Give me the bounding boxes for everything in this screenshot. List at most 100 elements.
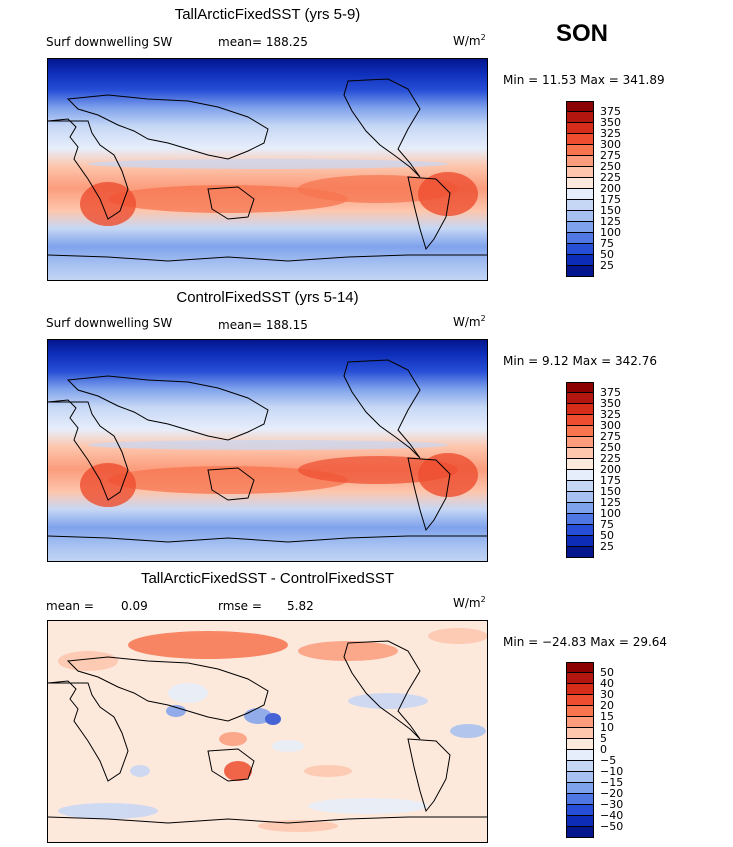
- panel3-mean-label: mean =: [46, 599, 94, 613]
- colorbar-tick-label: 125: [600, 496, 621, 509]
- panel2-variable: Surf downwelling SW: [46, 316, 173, 330]
- colorbar-tick-label: −15: [600, 776, 624, 789]
- colorbar-tick-label: 150: [600, 485, 621, 498]
- panel3-unit: W/m2: [453, 595, 486, 610]
- colorbar-swatch: [566, 101, 594, 112]
- colorbar-swatch: [566, 503, 594, 514]
- panel3-rmse-value: 5.82: [287, 599, 314, 613]
- panel3-rmse-label: rmse =: [218, 599, 262, 613]
- colorbar-tick-label: 375: [600, 105, 621, 118]
- colorbar-swatch: [566, 673, 594, 684]
- colorbar-tick-label: 225: [600, 171, 621, 184]
- panel2-minmax: Min = 9.12 Max = 342.76: [503, 354, 657, 368]
- colorbar-tick-label: 30: [600, 688, 614, 701]
- colorbar-tick-label: 225: [600, 452, 621, 465]
- colorbar-tick-label: 300: [600, 138, 621, 151]
- colorbar-swatch: [566, 233, 594, 244]
- season-label: SON: [556, 20, 609, 47]
- panel3-title: TallArcticFixedSST - ControlFixedSST: [140, 570, 395, 587]
- colorbar-tick-label: 100: [600, 507, 621, 520]
- colorbar-swatch: [566, 112, 594, 123]
- colorbar-tick-label: 25: [600, 259, 614, 272]
- panel2-coastlines: [48, 359, 487, 543]
- colorbar-tick-label: 0: [600, 743, 607, 756]
- colorbar-tick-label: 15: [600, 710, 614, 723]
- panel1-warm-africa: [80, 182, 136, 226]
- panel2-unit: W/m2: [453, 314, 486, 329]
- panel1-map: [47, 58, 488, 281]
- colorbar-tick-label: 350: [600, 397, 621, 410]
- panel1-cloud-band: [88, 159, 448, 169]
- colorbar-swatch: [566, 514, 594, 525]
- panel1-coastlines: [48, 78, 487, 262]
- panel1-field: [48, 59, 487, 280]
- colorbar-tick-label: −5: [600, 754, 617, 767]
- colorbar-swatch: [566, 415, 594, 426]
- panel2-warm-samerica: [418, 453, 478, 497]
- colorbar-swatch: [566, 481, 594, 492]
- colorbar-swatch: [566, 178, 594, 189]
- colorbar-swatch: [566, 222, 594, 233]
- colorbar-tick-label: 175: [600, 193, 621, 206]
- colorbar-tick-label: 175: [600, 474, 621, 487]
- colorbar-swatch: [566, 761, 594, 772]
- panel1-unit: W/m2: [453, 33, 486, 48]
- colorbar-swatch: [566, 662, 594, 673]
- colorbar-tick-label: 40: [600, 677, 614, 690]
- colorbar-tick-label: 325: [600, 408, 621, 421]
- colorbar-swatch: [566, 200, 594, 211]
- colorbar-swatch: [566, 470, 594, 481]
- colorbar-swatch: [566, 448, 594, 459]
- colorbar-frame: [566, 662, 594, 838]
- colorbar-tick-label: 275: [600, 149, 621, 162]
- panel1-title: TallArcticFixedSST (yrs 5-9): [174, 6, 361, 23]
- colorbar-swatch: [566, 167, 594, 178]
- colorbar-tick-label: 5: [600, 732, 607, 745]
- panel3-coastlines: [48, 640, 487, 824]
- panel2-cloud-band: [88, 440, 448, 450]
- colorbar-tick-label: 10: [600, 721, 614, 734]
- panel2-colorbar: 375 350 325 300 275 250 225 200 175 150 125 100 75 50…: [566, 382, 646, 558]
- panel1-warm-pacific: [298, 175, 458, 203]
- colorbar-tick-label: 20: [600, 699, 614, 712]
- colorbar-tick-label: −50: [600, 820, 624, 833]
- colorbar-frame: [566, 101, 594, 277]
- panel2-mean: mean= 188.15: [218, 318, 308, 332]
- colorbar-swatch: [566, 717, 594, 728]
- colorbar-swatch: [566, 459, 594, 470]
- panel2-map: [47, 339, 488, 562]
- colorbar-tick-label: 250: [600, 160, 621, 173]
- colorbar-tick-label: 50: [600, 248, 614, 261]
- colorbar-tick-label: 50: [600, 666, 614, 679]
- colorbar-tick-label: 25: [600, 540, 614, 553]
- colorbar-frame: [566, 382, 594, 558]
- colorbar-swatch: [566, 134, 594, 145]
- colorbar-swatch: [566, 189, 594, 200]
- colorbar-tick-label: −40: [600, 809, 624, 822]
- colorbar-swatch: [566, 525, 594, 536]
- colorbar-swatch: [566, 536, 594, 547]
- panel1-colorbar: 375 350 325 300 275 250 225 200 175 150 125 100 75 50…: [566, 101, 646, 277]
- colorbar-tick-label: 300: [600, 419, 621, 432]
- colorbar-swatch: [566, 772, 594, 783]
- colorbar-swatch: [566, 145, 594, 156]
- colorbar-tick-label: −30: [600, 798, 624, 811]
- colorbar-tick-label: 350: [600, 116, 621, 129]
- colorbar-swatch: [566, 706, 594, 717]
- colorbar-tick-label: 375: [600, 386, 621, 399]
- colorbar-swatch: [566, 123, 594, 134]
- panel2-title: ControlFixedSST (yrs 5-14): [176, 289, 359, 306]
- colorbar-tick-label: 125: [600, 215, 621, 228]
- colorbar-swatch: [566, 156, 594, 167]
- colorbar-tick-label: 75: [600, 518, 614, 531]
- colorbar-swatch: [566, 426, 594, 437]
- colorbar-tick-label: 150: [600, 204, 621, 217]
- colorbar-swatch: [566, 728, 594, 739]
- colorbar-tick-label: 100: [600, 226, 621, 239]
- panel1-variable: Surf downwelling SW: [46, 35, 173, 49]
- colorbar-swatch: [566, 244, 594, 255]
- panel1-warm-samerica: [418, 172, 478, 216]
- panel1-warm-band: [108, 185, 348, 213]
- panel1-mean: mean= 188.25: [218, 35, 308, 49]
- colorbar-swatch: [566, 404, 594, 415]
